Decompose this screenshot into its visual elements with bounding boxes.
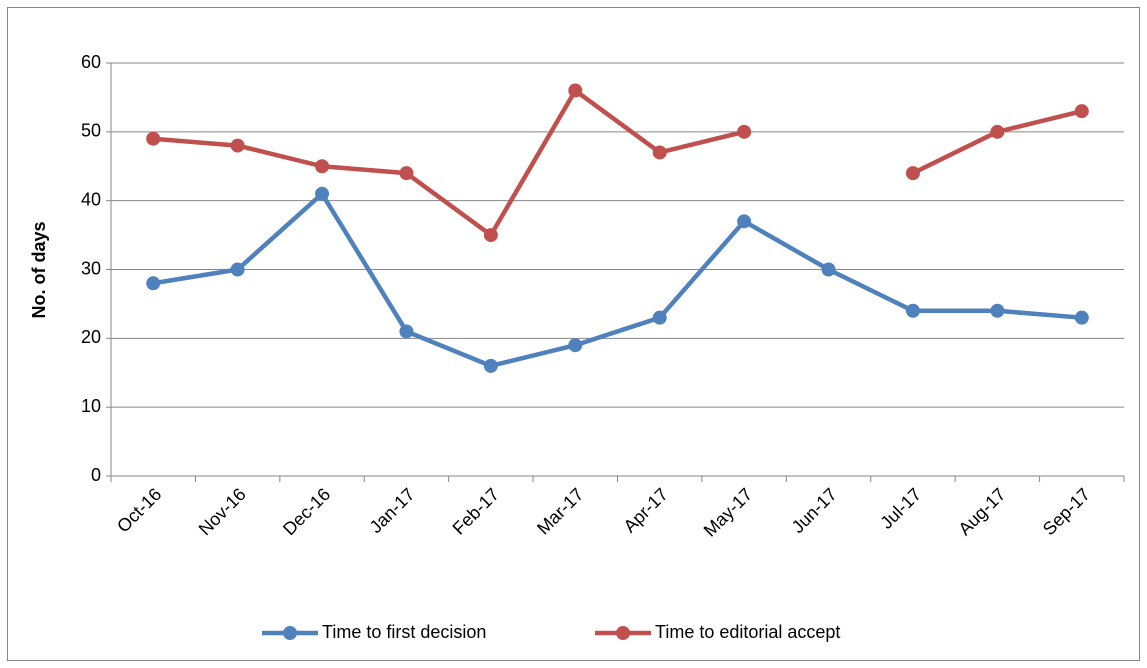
point-marker	[737, 124, 752, 139]
legend-marker	[616, 626, 630, 640]
y-tick-label: 40	[81, 189, 101, 209]
y-tick-label: 10	[81, 396, 101, 416]
point-marker	[905, 303, 920, 318]
point-marker	[652, 310, 667, 325]
point-marker	[230, 262, 245, 277]
point-marker	[483, 228, 498, 243]
point-marker	[568, 338, 583, 353]
point-marker	[990, 124, 1005, 139]
series-line	[152, 191, 1082, 369]
chart-border	[7, 7, 1140, 661]
point-marker	[146, 276, 161, 291]
y-tick-label: 0	[91, 465, 101, 485]
legend-label: Time to first decision	[322, 622, 486, 642]
point-marker	[821, 262, 836, 277]
y-tick-label: 30	[81, 258, 101, 278]
y-tick-label: 60	[81, 52, 101, 72]
point-marker	[568, 83, 583, 98]
y-tick-label: 20	[81, 327, 101, 347]
point-marker	[315, 186, 330, 201]
point-marker	[905, 166, 920, 181]
point-marker	[315, 159, 330, 174]
point-marker	[652, 145, 667, 160]
point-marker	[399, 166, 414, 181]
legend-marker	[283, 626, 297, 640]
point-marker	[1074, 104, 1089, 119]
y-axis-title: No. of days	[29, 221, 49, 318]
legend-label: Time to editorial accept	[655, 622, 840, 642]
point-marker	[399, 324, 414, 339]
point-marker	[230, 138, 245, 153]
point-marker	[990, 303, 1005, 318]
point-marker	[1074, 310, 1089, 325]
point-marker	[737, 214, 752, 229]
point-marker	[146, 131, 161, 146]
y-tick-label: 50	[81, 121, 101, 141]
point-marker	[483, 358, 498, 373]
